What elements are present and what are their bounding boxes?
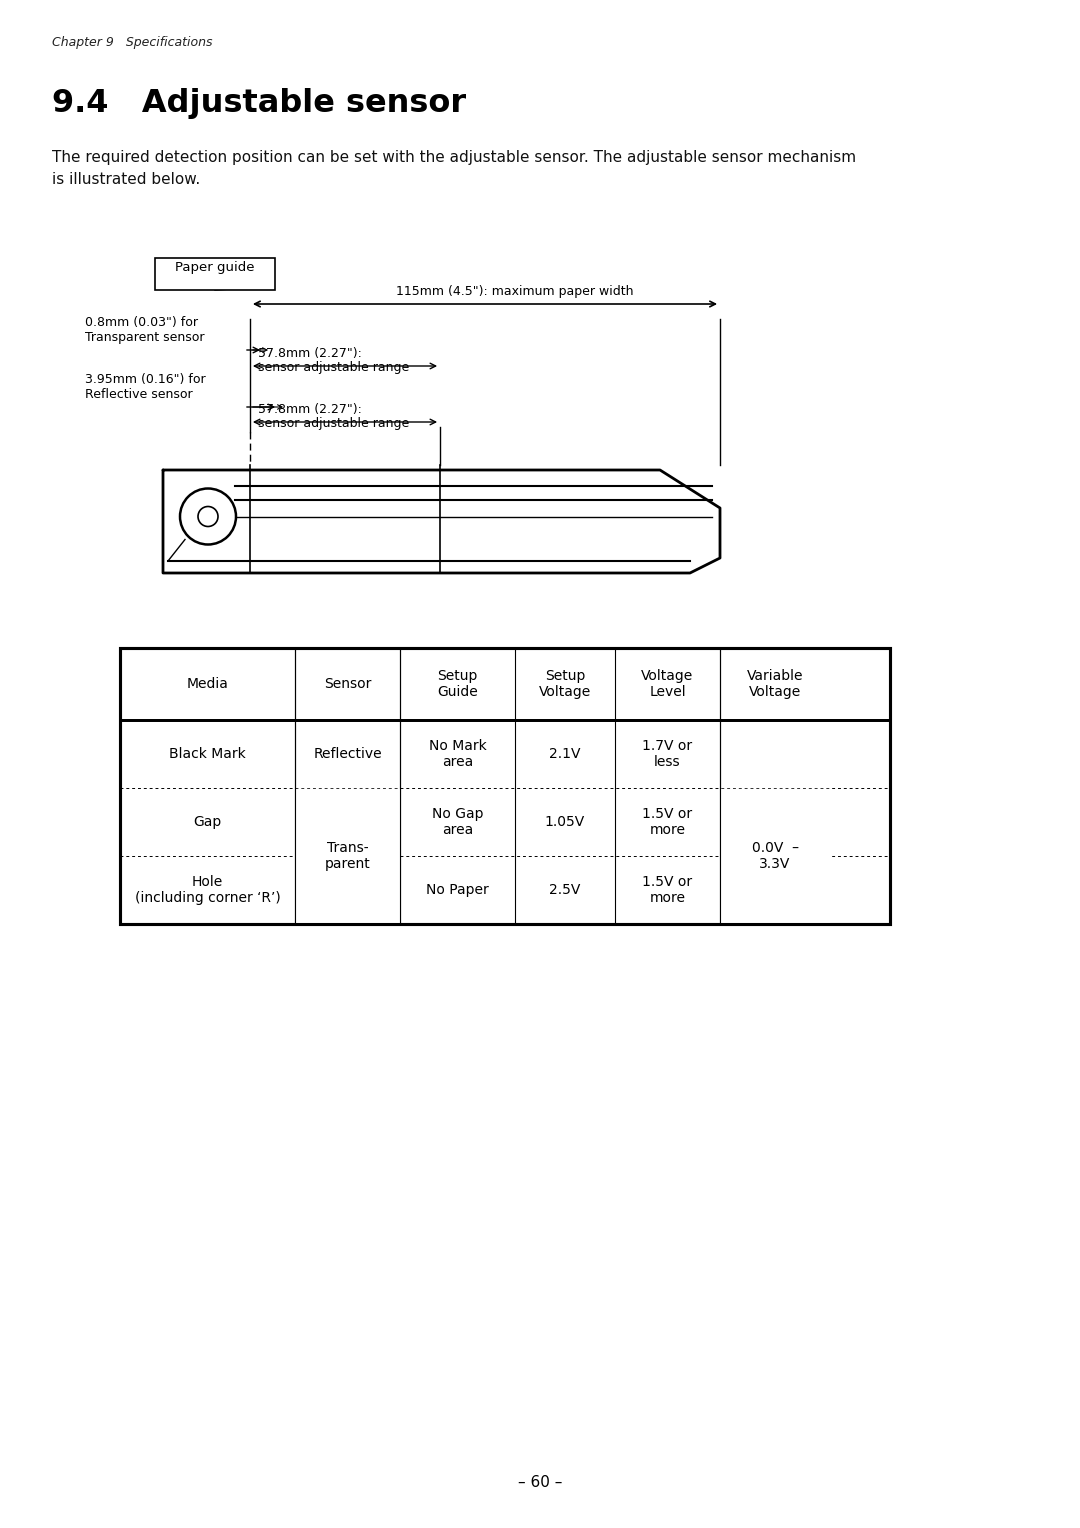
Text: sensor adjustable range: sensor adjustable range (258, 417, 409, 429)
Text: 1.5V or
more: 1.5V or more (643, 807, 692, 837)
Bar (120, 648, 890, 924)
Text: Paper guide: Paper guide (175, 261, 255, 274)
Text: 115mm (4.5"): maximum paper width: 115mm (4.5"): maximum paper width (396, 286, 634, 298)
Text: The required detection position can be set with the adjustable sensor. The adjus: The required detection position can be s… (52, 150, 856, 165)
Text: 3.95mm (0.16") for: 3.95mm (0.16") for (85, 373, 205, 387)
Text: 1.5V or
more: 1.5V or more (643, 876, 692, 905)
Text: No Paper: No Paper (427, 883, 489, 897)
Text: 2.1V: 2.1V (550, 747, 581, 761)
Text: 0.8mm (0.03") for: 0.8mm (0.03") for (85, 316, 198, 329)
Text: Transparent sensor: Transparent sensor (85, 332, 204, 344)
Text: 2.5V: 2.5V (550, 883, 581, 897)
Text: Chapter 9   Specifications: Chapter 9 Specifications (52, 37, 213, 49)
Text: No Mark
area: No Mark area (429, 740, 486, 769)
Text: Hole
(including corner ‘R’): Hole (including corner ‘R’) (135, 876, 281, 905)
Text: 0.0V  –
3.3V: 0.0V – 3.3V (752, 840, 798, 871)
Bar (120, 648, 890, 924)
Text: 57.8mm (2.27"):: 57.8mm (2.27"): (258, 347, 362, 361)
Text: 1.05V: 1.05V (545, 814, 585, 830)
Text: Media: Media (187, 677, 229, 691)
Text: Setup
Voltage: Setup Voltage (539, 669, 591, 700)
Bar (156, 258, 275, 290)
Text: sensor adjustable range: sensor adjustable range (258, 361, 409, 374)
Text: 1.7V or
less: 1.7V or less (643, 740, 692, 769)
Text: Setup
Guide: Setup Guide (437, 669, 477, 700)
Text: 57.8mm (2.27"):: 57.8mm (2.27"): (258, 403, 362, 416)
Text: No Gap
area: No Gap area (432, 807, 483, 837)
Text: is illustrated below.: is illustrated below. (52, 173, 200, 186)
Text: Voltage
Level: Voltage Level (642, 669, 693, 700)
Text: – 60 –: – 60 – (517, 1475, 563, 1490)
Text: Trans-
parent: Trans- parent (325, 840, 370, 871)
Text: Gap: Gap (193, 814, 221, 830)
Text: Reflective sensor: Reflective sensor (85, 388, 192, 400)
Text: Reflective: Reflective (313, 747, 382, 761)
Text: Sensor: Sensor (324, 677, 372, 691)
Text: Variable
Voltage: Variable Voltage (746, 669, 804, 700)
Text: Black Mark: Black Mark (170, 747, 246, 761)
Text: 9.4   Adjustable sensor: 9.4 Adjustable sensor (52, 89, 467, 119)
